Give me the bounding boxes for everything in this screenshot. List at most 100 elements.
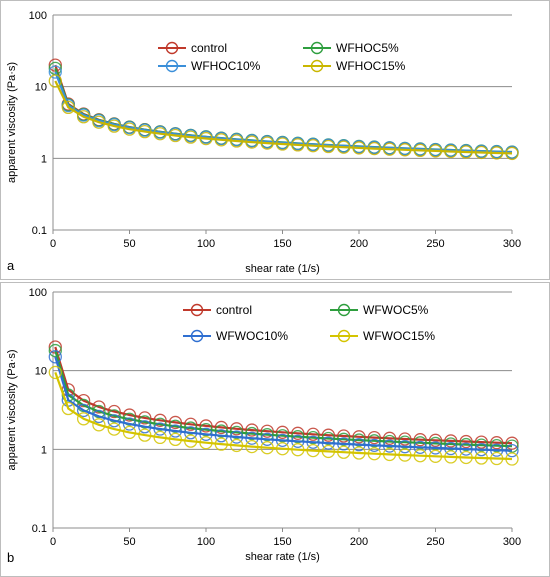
legend-swatch-marker [310, 41, 324, 55]
data-point [153, 127, 167, 141]
series-line-3 [54, 372, 513, 461]
data-point [474, 442, 489, 457]
data-point [214, 437, 228, 451]
data-point [398, 435, 412, 449]
data-point [352, 446, 366, 460]
panel-a-frame [0, 0, 550, 280]
data-point [398, 440, 412, 454]
data-point [275, 429, 290, 443]
data-point [337, 437, 351, 451]
y-tick-label: 10 [35, 82, 47, 94]
data-point [474, 451, 489, 465]
data-point [229, 438, 244, 453]
y-axis-title: apparent viscosity (Pa·s) [6, 349, 18, 470]
series-line-2 [54, 71, 513, 154]
data-point [229, 425, 244, 440]
data-point [61, 401, 75, 416]
data-point [199, 422, 213, 437]
data-point [459, 437, 473, 452]
data-point [505, 439, 519, 453]
y-axis-title: apparent viscosity (Pa·s) [6, 62, 18, 183]
legend-entry: WFHOC10% [191, 59, 261, 73]
data-point [367, 438, 381, 453]
data-point [291, 426, 305, 440]
data-point [428, 441, 443, 455]
data-point [275, 442, 290, 456]
data-point [76, 403, 91, 418]
data-point [168, 128, 183, 143]
data-point [199, 436, 213, 450]
legend-swatch-marker [310, 59, 324, 73]
data-point [444, 441, 458, 456]
x-axis-title: shear rate (1/s) [245, 551, 320, 563]
x-tick-label: 0 [50, 536, 56, 548]
data-point [122, 417, 137, 431]
data-point [490, 436, 504, 450]
data-point [382, 439, 397, 453]
data-point [428, 449, 443, 463]
data-point [138, 124, 152, 139]
data-point [260, 136, 274, 150]
data-point [459, 145, 473, 159]
data-point [229, 422, 244, 436]
data-point [92, 115, 106, 129]
legend-swatch-marker [165, 59, 179, 73]
data-point [505, 452, 519, 466]
y-tick-label: 0.1 [32, 523, 47, 535]
data-point [398, 432, 412, 446]
data-point [107, 119, 121, 133]
x-tick-label: 100 [197, 536, 215, 548]
data-point [382, 447, 397, 462]
data-point [444, 144, 458, 159]
data-point [245, 135, 259, 149]
data-point [306, 139, 320, 153]
x-tick-label: 50 [123, 536, 135, 548]
data-point [92, 400, 106, 414]
data-point [413, 436, 427, 450]
data-point [398, 143, 412, 157]
data-point [153, 413, 167, 427]
data-point [367, 434, 381, 448]
legend-swatch-marker [165, 41, 179, 55]
data-point [490, 146, 504, 160]
data-point [352, 437, 366, 452]
panel-b-chart: 0.1 1 10 100 0 50 100 150 200 250 300 shear rate (1… [6, 287, 521, 565]
data-point [184, 426, 198, 440]
legend-entry: control [191, 41, 227, 55]
data-point [260, 432, 274, 446]
data-point [291, 430, 305, 444]
legend-entry: control [216, 303, 252, 317]
data-point [306, 427, 320, 441]
data-point [428, 433, 443, 447]
data-point [92, 409, 106, 424]
legend-entry: WFWOC15% [363, 329, 435, 343]
data-point [229, 430, 244, 444]
data-point [428, 144, 443, 158]
data-point [413, 433, 427, 447]
data-point [107, 409, 121, 423]
legend-entry: WFWOC10% [216, 329, 288, 343]
data-point [214, 420, 228, 435]
data-point [428, 436, 443, 451]
legend-entry: WFWOC5% [363, 303, 429, 317]
data-point [367, 141, 381, 156]
data-point [490, 443, 504, 457]
data-point [214, 429, 228, 443]
data-point [48, 65, 62, 79]
x-tick-label: 100 [197, 238, 215, 250]
data-point [382, 434, 397, 449]
data-point [229, 134, 244, 148]
data-point [245, 426, 259, 441]
data-point [260, 428, 274, 442]
data-point [398, 448, 412, 462]
data-point [306, 435, 320, 449]
series-line-0 [54, 346, 513, 445]
legend-swatch-marker [337, 329, 351, 343]
data-point [107, 414, 121, 428]
y-tick-label: 1 [41, 444, 47, 456]
data-point [505, 444, 519, 458]
x-tick-label: 300 [503, 536, 521, 548]
data-point [444, 437, 458, 451]
legend-swatch-marker [337, 303, 351, 317]
